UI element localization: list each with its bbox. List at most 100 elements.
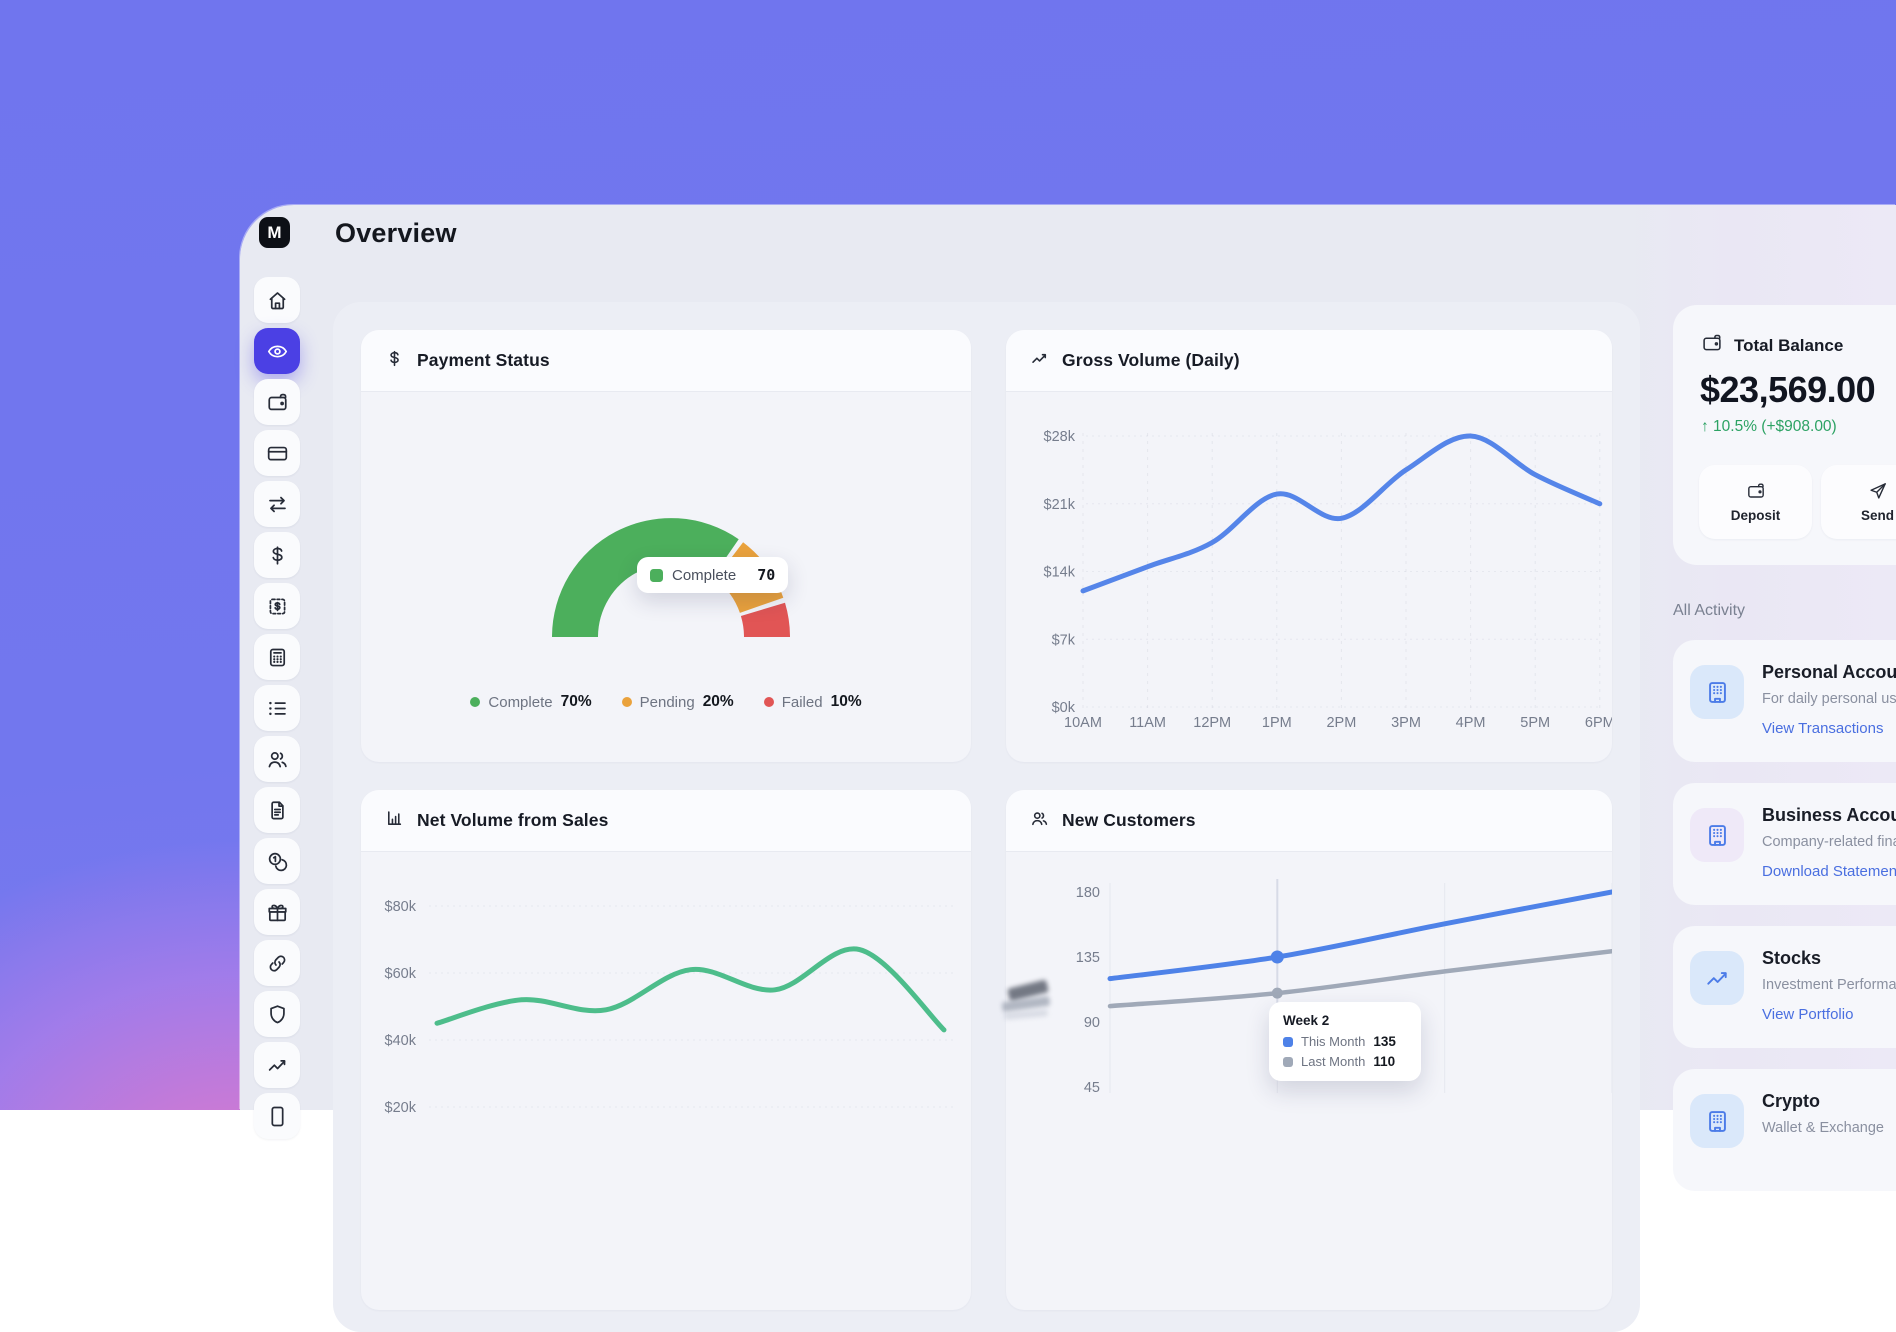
net-volume-line-chart[interactable]: $20k $40k $60k $80k [361,853,971,1310]
sidebar-item-calculator[interactable] [254,634,300,680]
sidebar-item-shield[interactable] [254,991,300,1037]
sidebar-item-trending-up[interactable] [254,1042,300,1088]
total-balance-amount: $23,569.00 [1700,369,1876,410]
trending-up-icon [1032,353,1047,363]
card-header: New Customers [1006,790,1612,852]
download-statements-link[interactable]: Download Statements [1762,863,1896,880]
legend-dot [470,697,481,707]
sidebar-item-link[interactable] [254,940,300,986]
sidebar-item-transfer-arrows[interactable] [254,481,300,527]
wallet-icon [1703,334,1721,351]
gross-volume-chart-area[interactable]: $0k $7k $14k $21k $28k 10AM 11AM 12PM 1PM 2PM 3PM 4… [1006,393,1612,762]
page-title: Overview [335,218,457,248]
deposit-button[interactable]: Deposit [1699,465,1812,539]
card-title: Net Volume from Sales [417,810,609,830]
app-window: M Overview Payment Status Complete 70 Co… [240,205,1896,1332]
sidebar-item-device[interactable] [254,1093,300,1139]
building-icon [1708,681,1726,703]
shield-icon [269,1004,285,1023]
tooltip-series-label: This Month [1301,1034,1366,1049]
activity-title: Personal Account [1762,662,1896,682]
sidebar-item-document[interactable] [254,787,300,833]
dollar-icon [385,349,404,373]
sidebar-item-eye[interactable] [254,328,300,374]
link-icon [269,954,285,972]
activity-item-personal-account[interactable]: Personal Account For daily personal use V… [1673,640,1896,762]
svg-text:$7k: $7k [1052,632,1076,648]
tooltip-swatch [1283,1056,1293,1067]
sidebar-item-users[interactable] [254,736,300,782]
tooltip-series-label: Last Month [1301,1054,1366,1069]
sidebar-item-wallet[interactable] [254,379,300,425]
svg-text:$14k: $14k [1044,565,1076,581]
send-button[interactable]: Send [1821,465,1896,539]
sidebar-item-gift[interactable] [254,889,300,935]
button-label: Send [1860,508,1894,523]
activity-icon-badge [1690,808,1744,862]
activity-icon-badge [1690,1094,1744,1148]
tooltip-value: 70 [757,566,776,584]
week-tooltip: Week 2 This Month 135 Last Month 110 [1269,1002,1421,1081]
building-icon [1708,1110,1726,1132]
list-icon [268,701,286,715]
activity-title: Crypto [1762,1091,1820,1111]
dashboard-container: Payment Status Complete 70 Complete 70% … [333,302,1640,1332]
gross-volume-line-chart[interactable]: $0k $7k $14k $21k $28k 10AM 11AM 12PM 1PM 2PM 3PM 4… [1006,393,1612,762]
trending-up-icon [1030,349,1049,373]
new-customers-card: New Customers 45 90 135 180 Week 2 This Mon… [1006,790,1612,1310]
sidebar-item-list[interactable] [254,685,300,731]
balance-actions: Deposit Send [1699,465,1896,539]
sidebar-nav [254,277,300,1139]
svg-text:$28k: $28k [1044,429,1076,445]
activity-subtitle: For daily personal use [1762,691,1896,707]
card-header: Gross Volume (Daily) [1006,330,1612,392]
tooltip-title: Week 2 [1283,1013,1330,1028]
sidebar-item-dollar[interactable] [254,532,300,578]
svg-text:10AM: 10AM [1064,715,1102,731]
new-customers-line-chart[interactable]: 45 90 135 180 [1006,853,1612,1310]
legend-value: 70% [560,693,592,710]
card-header: Net Volume from Sales [361,790,971,852]
right-panel: Total Balance $23,569.00 ↑ 10.5% (+$908.… [1673,305,1896,1315]
device-icon [270,1106,284,1126]
dollar-icon [390,350,399,366]
card-header: Payment Status [361,330,971,392]
tooltip-label: Complete [672,566,737,584]
payment-status-card: Payment Status Complete 70 Complete 70% … [361,330,971,762]
svg-text:90: 90 [1084,1015,1100,1031]
receipt-dollar-icon [269,598,285,614]
view-portfolio-link[interactable]: View Portfolio [1762,1006,1854,1023]
svg-text:$20k: $20k [385,1100,417,1116]
total-balance-card: Total Balance $23,569.00 ↑ 10.5% (+$908.… [1673,305,1896,565]
payment-status-chart-area[interactable]: Complete 70 Complete 70% Pending 20% Fai… [361,393,971,762]
svg-text:$80k: $80k [385,899,417,915]
gross-volume-card: Gross Volume (Daily) $0k $7k $14k $21k $28k 1… [1006,330,1612,762]
sidebar-item-receipt-dollar[interactable] [254,583,300,629]
document-icon [270,800,284,820]
total-balance-label: Total Balance [1734,335,1844,355]
building-icon [1708,824,1726,846]
svg-text:5PM: 5PM [1520,715,1550,731]
net-volume-chart-area[interactable]: $20k $40k $60k $80k [361,853,971,1310]
svg-text:$40k: $40k [385,1033,417,1049]
users-icon [1032,811,1048,825]
view-transactions-link[interactable]: View Transactions [1762,720,1884,737]
users-icon [1030,809,1049,833]
send-icon [1869,483,1886,499]
sidebar-item-credit-card[interactable] [254,430,300,476]
activity-icon-badge [1690,665,1744,719]
balance-header: Total Balance [1701,332,1843,359]
activity-item-stocks[interactable]: Stocks Investment Performance View Portfo… [1673,926,1896,1048]
legend-label: Pending [639,693,695,711]
legend-value: 10% [830,693,862,710]
svg-text:$21k: $21k [1044,497,1076,513]
sidebar-item-home[interactable] [254,277,300,323]
activity-subtitle: Company-related finances [1762,834,1896,850]
activity-item-business-account[interactable]: Business Account Company-related finance… [1673,783,1896,905]
svg-text:1PM: 1PM [1262,715,1292,731]
activity-item-crypto[interactable]: Crypto Wallet & Exchange [1673,1069,1896,1191]
legend-label: Complete [488,693,553,711]
new-customers-chart-area[interactable]: 45 90 135 180 Week 2 This Month 135 Last Mo… [1006,853,1612,1310]
credit-card-icon [267,446,287,460]
sidebar-item-coins[interactable] [254,838,300,884]
